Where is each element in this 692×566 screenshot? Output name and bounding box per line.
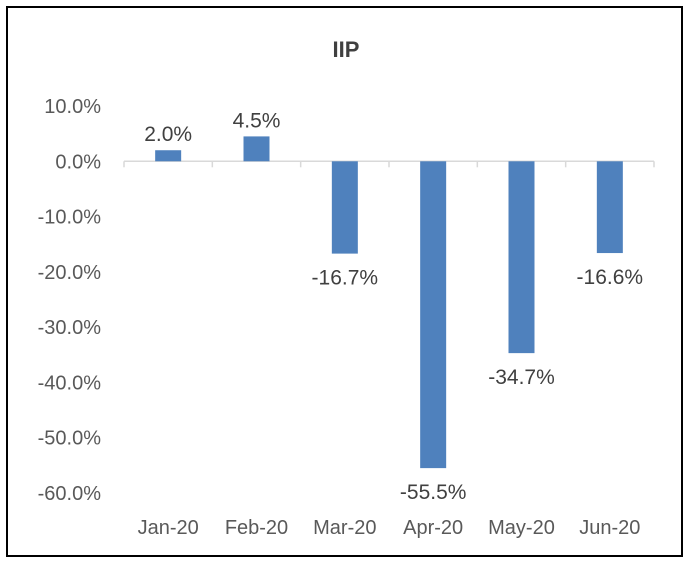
x-tick-label: Jun-20 [579, 517, 640, 539]
data-label: -16.6% [577, 266, 644, 289]
chart-frame [6, 6, 683, 557]
y-tick-label: -60.0% [38, 483, 102, 505]
bar-apr-20 [420, 161, 447, 469]
data-label: -16.7% [312, 267, 379, 290]
y-tick-label: 0.0% [55, 151, 101, 173]
x-tick-label: Mar-20 [313, 517, 376, 539]
bar-feb-20 [243, 136, 270, 162]
data-label: 4.5% [233, 109, 281, 132]
x-tick-label: Feb-20 [225, 517, 288, 539]
bar-jun-20 [596, 161, 623, 254]
x-axis-labels: Jan-20 Feb-20 Mar-20 Apr-20 May-20 Jun-20 [138, 517, 641, 539]
bar-mar-20 [331, 161, 358, 254]
chart-title: IIP [333, 37, 360, 62]
y-tick-label: -30.0% [38, 317, 102, 339]
bars [155, 136, 623, 469]
y-tick-label: -10.0% [38, 207, 102, 229]
data-labels: 2.0% 4.5% -16.7% -55.5% -34.7% -16.6% [144, 109, 643, 504]
y-tick-label: 10.0% [44, 96, 101, 118]
data-label: -55.5% [400, 481, 467, 504]
bar-may-20 [508, 161, 535, 354]
data-label: -34.7% [488, 366, 555, 389]
y-tick-label: -20.0% [38, 262, 102, 284]
y-tick-label: -50.0% [38, 428, 102, 450]
x-tick-label: Jan-20 [138, 517, 199, 539]
x-tick-label: May-20 [488, 517, 555, 539]
y-axis-labels: 10.0% 0.0% -10.0% -20.0% -30.0% -40.0% -50.0% -… [38, 96, 102, 505]
y-tick-label: -40.0% [38, 372, 102, 394]
bar-jan-20 [155, 150, 182, 162]
x-tick-label: Apr-20 [403, 517, 463, 539]
data-label: 2.0% [144, 123, 192, 146]
